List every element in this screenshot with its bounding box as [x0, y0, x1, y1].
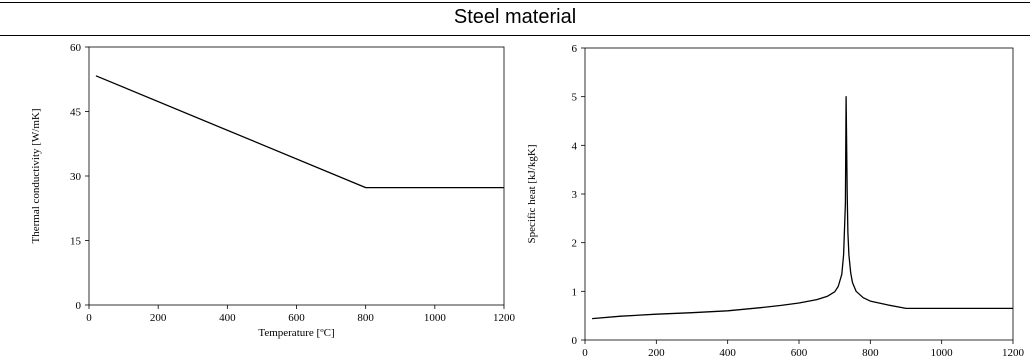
conductivity-x-tick-label: 600	[288, 312, 305, 324]
conductivity-y-tick-label: 15	[70, 236, 82, 248]
conductivity-x-tick-label: 0	[86, 312, 92, 324]
specific-heat-x-tick-label: 600	[791, 347, 808, 357]
specific-heat-y-tick-label: 0	[572, 335, 578, 347]
specific-heat-x-tick-label: 400	[719, 347, 736, 357]
specific-heat-series-line	[592, 96, 1013, 320]
conductivity-x-axis-label: Temperature [ºC]	[258, 327, 334, 339]
specific-heat-x-tick-label: 800	[862, 347, 879, 357]
specific-heat-y-tick-label: 4	[572, 140, 578, 152]
conductivity-plot-frame	[88, 46, 505, 306]
specific-heat-x-tick-label: 0	[582, 347, 588, 357]
header-bottom-rule	[0, 35, 1030, 36]
specific-heat-x-tick-label: 1200	[1002, 347, 1025, 357]
specific-heat-x-tick-label: 200	[648, 347, 665, 357]
conductivity-y-axis-label: Thermal conductivity [W/mK]	[30, 108, 42, 243]
specific-heat-x-tick-label: 1000	[931, 347, 954, 357]
conductivity-series-line	[95, 75, 504, 189]
specific-heat-y-axis-label: Specific heat [kJ/kgK]	[526, 145, 538, 244]
conductivity-x-tick-label: 800	[357, 312, 374, 324]
specific-heat-plot-frame	[584, 47, 1014, 341]
header-top-rule	[0, 2, 1030, 3]
conductivity-x-tick-label: 400	[219, 312, 236, 324]
specific-heat-y-tick-label: 5	[572, 92, 578, 104]
conductivity-y-tick-label: 60	[70, 42, 82, 54]
specific-heat-y-tick-label: 1	[572, 286, 578, 298]
conductivity-x-tick-label: 1000	[424, 312, 447, 324]
conductivity-x-tick-label: 200	[150, 312, 167, 324]
page-title: Steel material	[453, 6, 577, 28]
conductivity-y-tick-label: 0	[76, 300, 82, 312]
conductivity-x-tick-label: 1200	[493, 312, 516, 324]
specific-heat-y-tick-label: 2	[572, 238, 578, 250]
conductivity-y-tick-label: 45	[70, 107, 82, 119]
conductivity-y-tick-label: 30	[70, 171, 82, 183]
specific-heat-y-tick-label: 3	[572, 189, 578, 201]
specific-heat-y-tick-label: 6	[572, 43, 578, 55]
